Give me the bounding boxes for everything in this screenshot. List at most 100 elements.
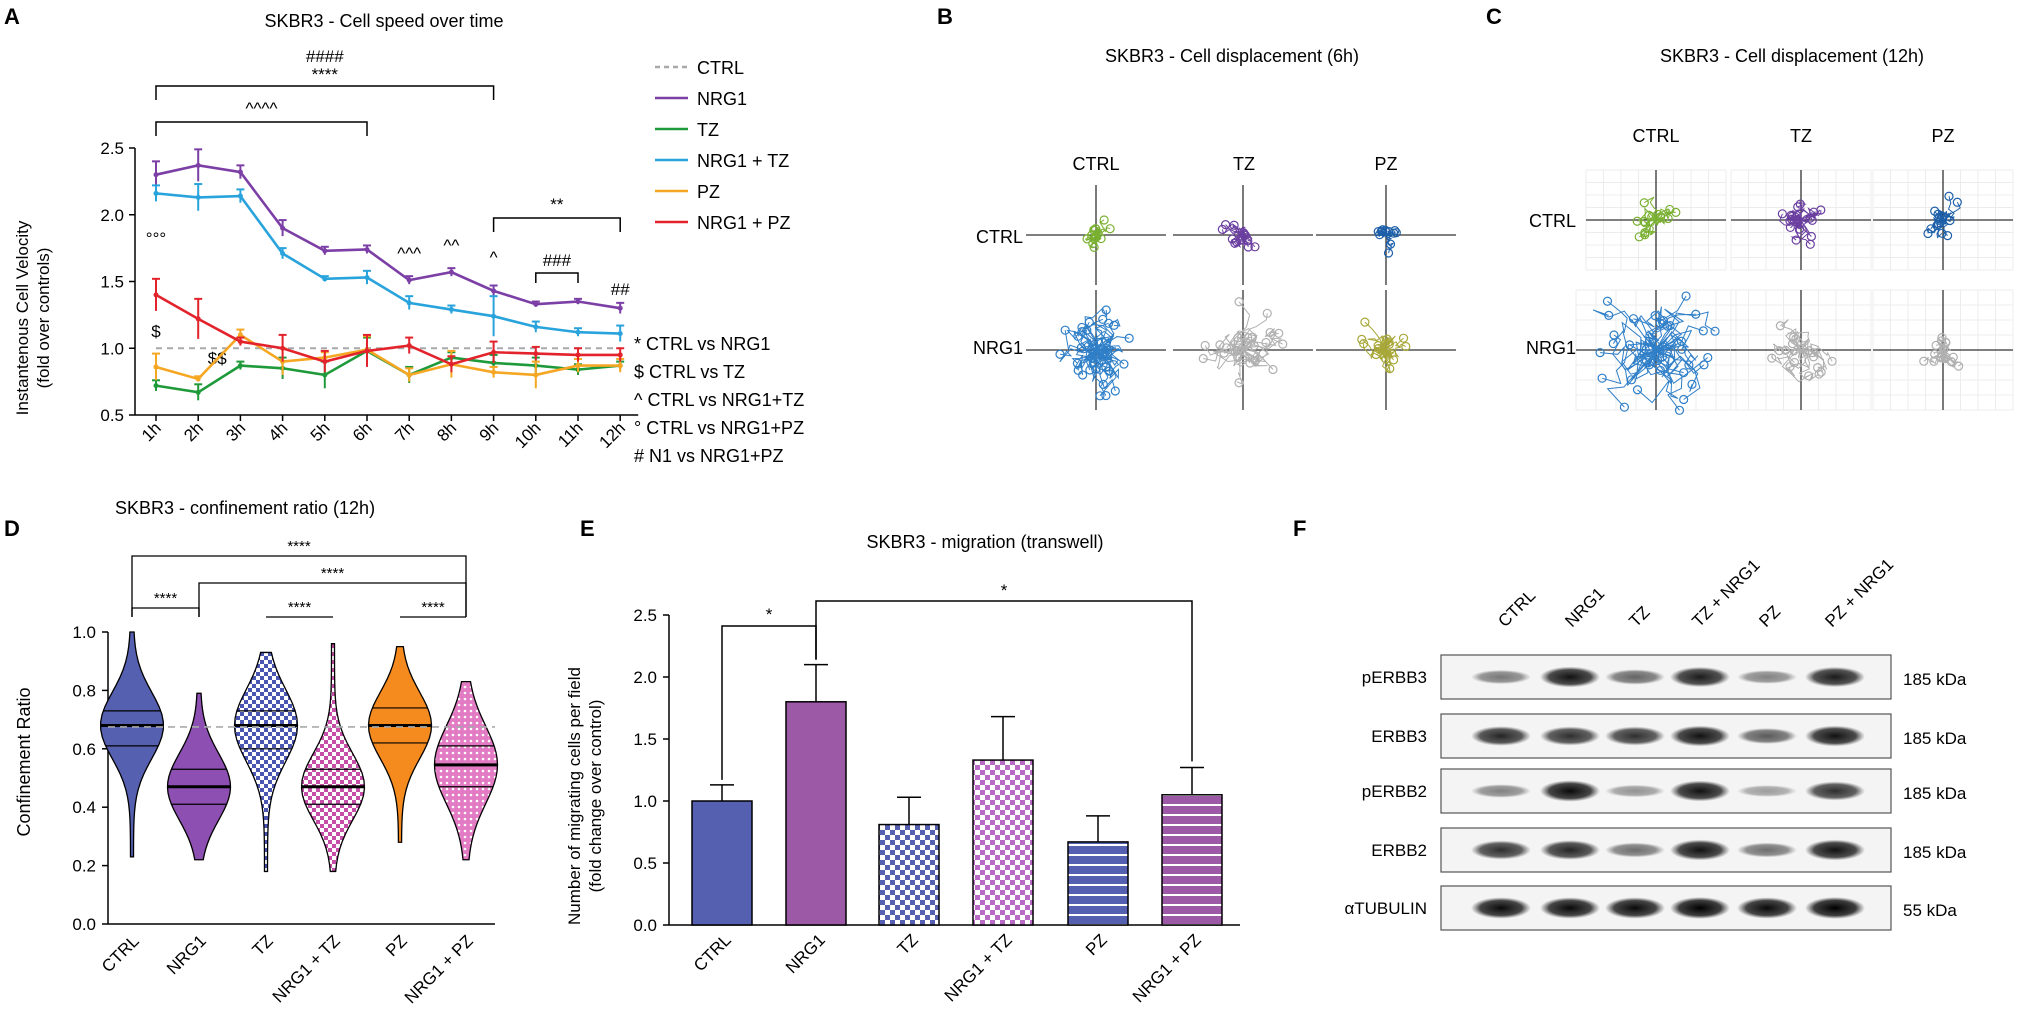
blot-band — [1737, 670, 1797, 684]
chart-a-point — [322, 372, 328, 378]
cell-endpoint — [1373, 226, 1383, 237]
cell-endpoint — [1944, 191, 1954, 201]
blot-row-erbb2: ERBB2 185 kDa — [1371, 827, 1967, 873]
chart-a-series-nrg1-tz — [152, 183, 625, 342]
chart-a-x-tick-label: 3h — [222, 418, 249, 445]
chart-e-x-tick-label: CTRL — [690, 930, 735, 975]
cell-endpoint — [1639, 198, 1649, 208]
cell-endpoint — [1124, 333, 1134, 343]
chart-a-x-tick-label: 10h — [511, 418, 544, 451]
cell-track — [1786, 349, 1811, 369]
chart-a-point — [406, 277, 412, 283]
chart-a-bracket-label: **** — [312, 65, 339, 84]
cell-track — [1231, 340, 1268, 367]
cell-endpoint — [1383, 337, 1393, 347]
cell-track — [1793, 330, 1811, 351]
cell-endpoint — [1792, 211, 1802, 221]
cell-track — [1095, 343, 1119, 366]
cell-track — [1235, 301, 1251, 353]
chart-a-point — [575, 363, 581, 369]
chart-a-bracket-label: ### — [543, 251, 572, 270]
blot-size-label: 55 kDa — [1903, 901, 1957, 920]
cell-endpoint — [1390, 225, 1400, 236]
chart-d-y-tick-label: 0.4 — [72, 798, 96, 817]
cell-endpoint — [1787, 211, 1797, 222]
cell-endpoint — [1684, 360, 1694, 370]
chart-a-legend-label: NRG1 + TZ — [697, 151, 789, 171]
chart-a-bracket-label-top: #### — [306, 47, 344, 66]
cell-endpoint — [1110, 386, 1120, 396]
blot-size-label: 185 kDa — [1903, 843, 1967, 862]
chart-a-point — [448, 307, 454, 313]
cell-track — [1216, 344, 1244, 370]
cell-endpoint — [1777, 209, 1787, 219]
blot-protein-label: ERBB3 — [1371, 727, 1427, 746]
cell-endpoint — [1233, 353, 1243, 363]
cell-endpoint — [1774, 346, 1784, 356]
chart-d-y-tick-label: 0.8 — [72, 681, 96, 700]
chart-e-bar-tz — [878, 823, 940, 926]
chart-d-bracket-label: **** — [421, 599, 445, 616]
cell-endpoint — [1091, 223, 1101, 234]
chart-e-ylabel-1: Number of migrating cells per field — [565, 667, 584, 925]
cell-endpoint — [1952, 197, 1962, 207]
cell-track — [1612, 330, 1657, 367]
cell-track — [1236, 337, 1252, 367]
cell-endpoint — [1217, 224, 1227, 234]
blot-band — [1670, 725, 1730, 747]
chart-a-stat-legend-item: ^ CTRL vs NRG1+TZ — [634, 390, 804, 410]
blot-size-label: 185 kDa — [1903, 670, 1967, 689]
cell-track — [1655, 308, 1685, 351]
cell-track — [1239, 328, 1279, 354]
cell-track — [1081, 322, 1103, 353]
cell-endpoint — [1679, 394, 1689, 405]
chart-a-point-annotation: $ — [151, 322, 161, 341]
cell-track — [1385, 234, 1393, 254]
chart-a-point — [575, 329, 581, 335]
cell-track — [1384, 230, 1396, 239]
blot-band — [1670, 666, 1730, 688]
cell-endpoint — [1698, 326, 1708, 336]
chart-a-point — [364, 348, 370, 354]
cell-endpoint — [1262, 308, 1272, 318]
cell-track — [1204, 333, 1244, 356]
cell-endpoint — [1359, 339, 1369, 349]
cell-endpoint — [1230, 347, 1241, 357]
chart-e-y-tick-label: 2.0 — [633, 668, 657, 687]
chart-d-bracket-label: **** — [287, 538, 311, 555]
chart-d-ylabel: Confinement Ratio — [14, 687, 34, 836]
blot-lane-label: NRG1 — [1561, 584, 1608, 631]
chart-b-title: SKBR3 - Cell displacement (6h) — [1105, 46, 1359, 66]
chart-a-x-tick-label: 9h — [476, 418, 503, 445]
violin-nrg1 — [166, 692, 232, 861]
cell-endpoint — [1104, 318, 1114, 328]
cell-endpoint — [1604, 310, 1614, 320]
cell-track — [1233, 234, 1245, 249]
displacement-plot — [1585, 169, 1727, 271]
chart-a-stat-legend-item: $ CTRL vs TZ — [634, 362, 745, 382]
cell-track — [1644, 219, 1657, 236]
chart-d-x-tick-label: NRG1 — [163, 931, 210, 978]
cell-endpoint — [1827, 356, 1837, 366]
cell-endpoint — [1101, 390, 1111, 401]
cell-endpoint — [1236, 232, 1247, 242]
chart-c-col-ctrl: CTRL — [1632, 126, 1679, 146]
violin-nrg1-pz — [433, 680, 499, 861]
panel-label-b: B — [937, 4, 953, 29]
cell-endpoint — [1268, 364, 1278, 375]
panel-label-d: D — [4, 516, 20, 541]
cell-track — [1655, 342, 1705, 375]
blot-protein-label: pERBB3 — [1362, 668, 1427, 687]
cell-endpoint — [1220, 220, 1231, 230]
cell-endpoint — [1105, 224, 1115, 234]
chart-a-x-tick-label: 4h — [265, 418, 292, 445]
chart-a-stat-legend-item: # N1 vs NRG1+PZ — [634, 446, 784, 466]
blot-lane-label: TZ + NRG1 — [1688, 556, 1763, 631]
chart-e-y-tick-label: 1.0 — [633, 792, 657, 811]
cell-endpoint — [1219, 348, 1229, 358]
cell-endpoint — [1371, 349, 1381, 360]
cell-track — [1795, 341, 1802, 355]
cell-endpoint — [1234, 297, 1244, 307]
cell-track — [1077, 324, 1110, 360]
